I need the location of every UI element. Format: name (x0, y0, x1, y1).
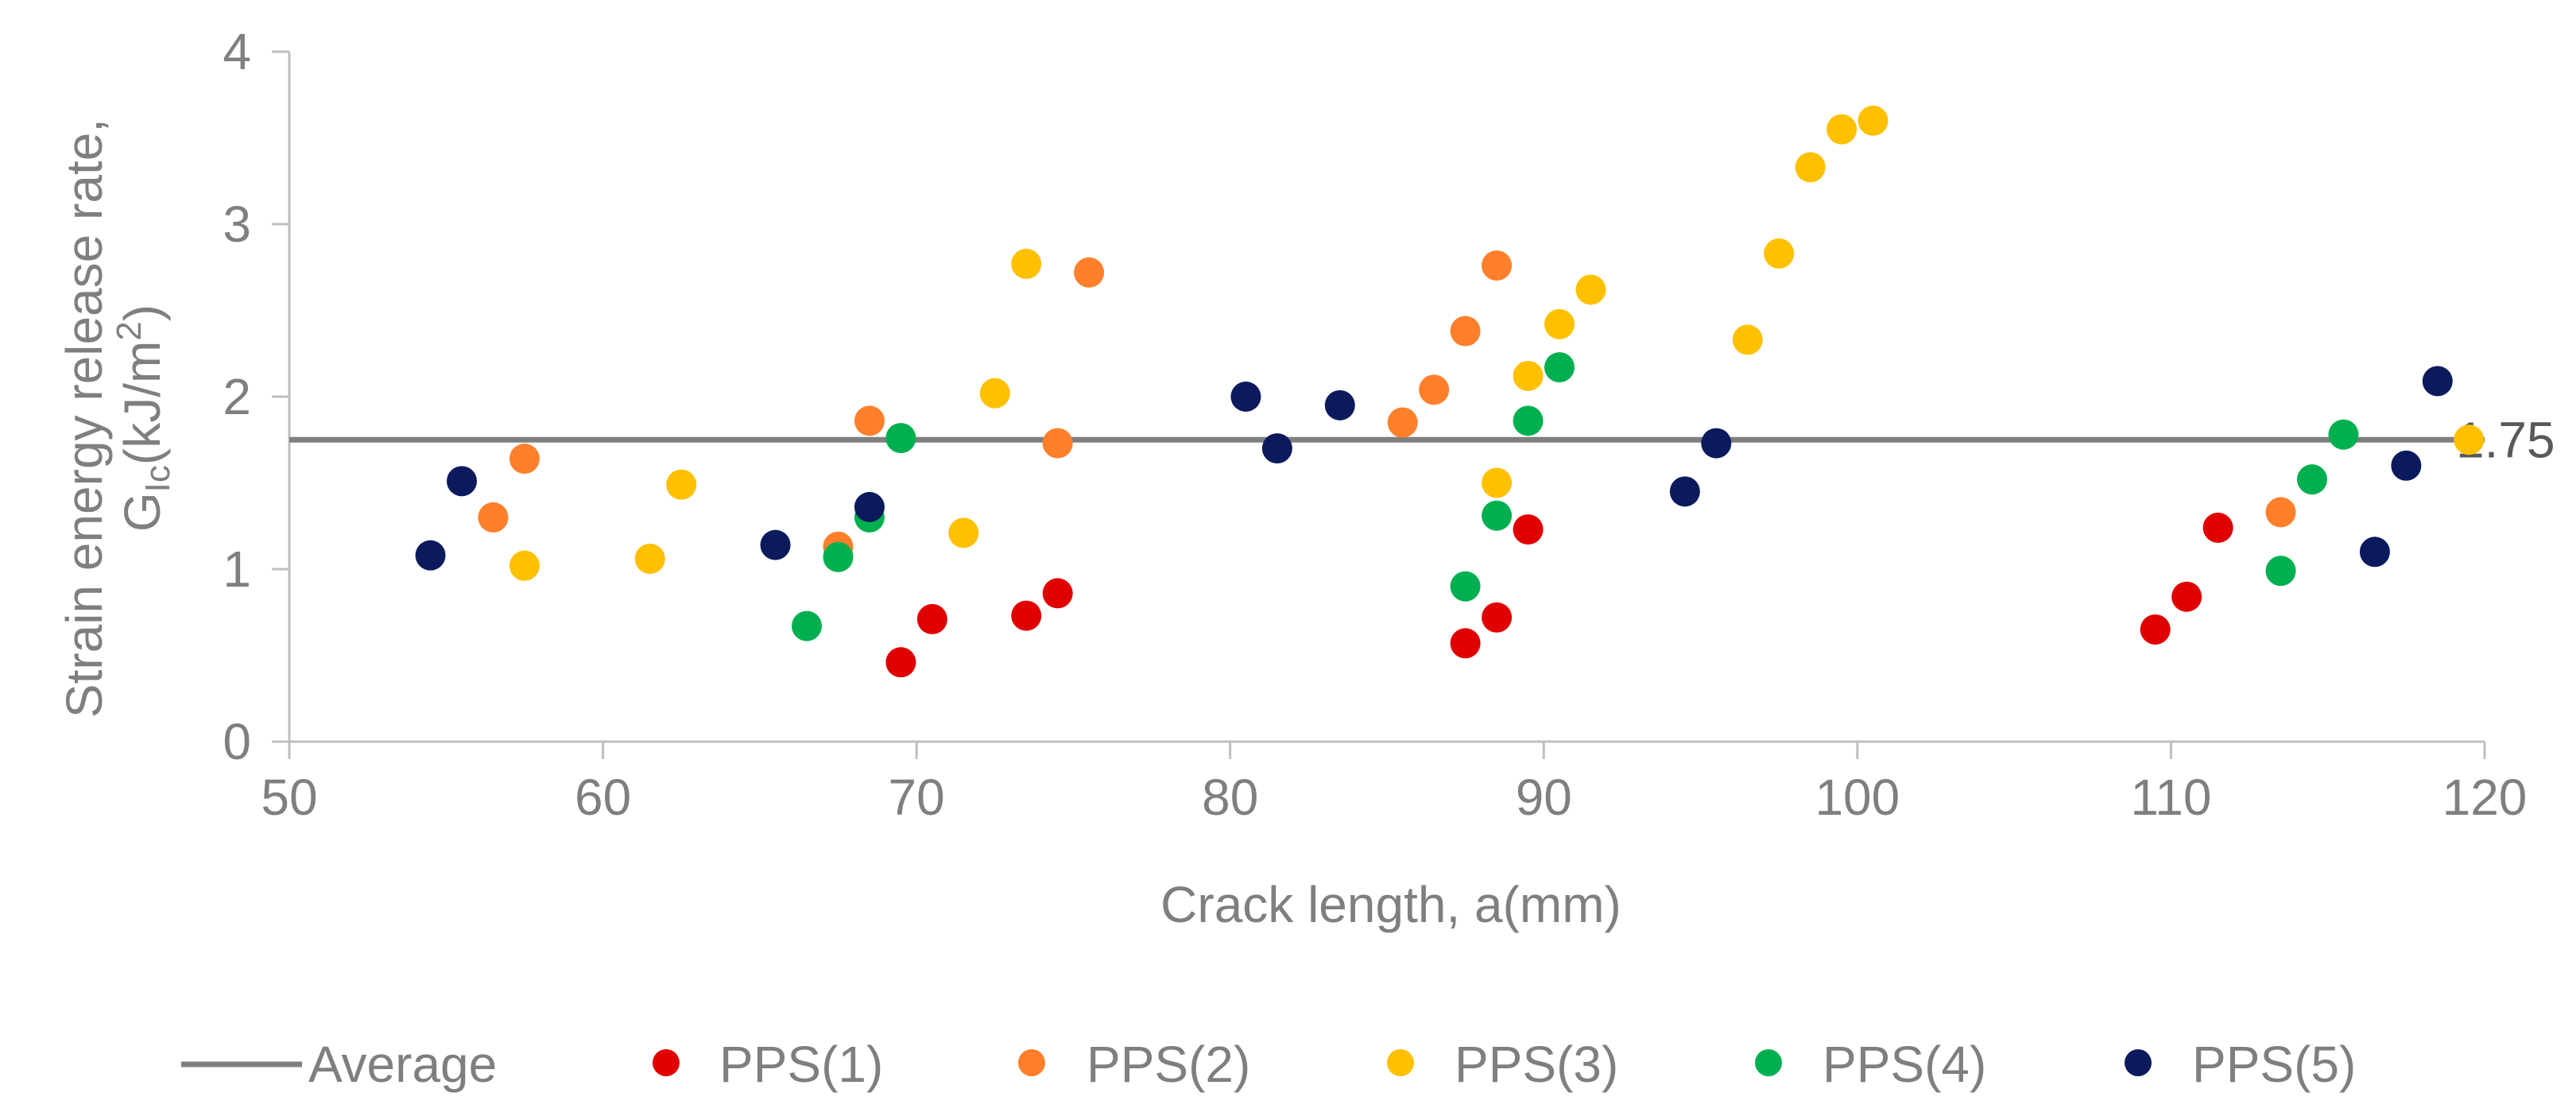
pps3-point (1575, 274, 1606, 305)
pps3-point (509, 550, 540, 581)
pps5-point (415, 540, 446, 571)
legend-pps1-marker (653, 1049, 680, 1076)
legend-pps2-marker (1018, 1049, 1045, 1076)
y-axis-title-units: GIc(kJ/m2) (110, 304, 177, 532)
x-tick-label: 60 (575, 769, 631, 826)
pps3-point (1795, 152, 1826, 183)
pps3-point (1011, 248, 1042, 279)
pps1-point (2140, 614, 2171, 645)
x-tick-label: 110 (2130, 769, 2211, 826)
pps5-point (1701, 428, 1732, 459)
pps2-point (1074, 257, 1105, 288)
pps1-point (2171, 581, 2202, 612)
pps4-point (823, 541, 854, 572)
pps1-point (885, 647, 916, 678)
pps2-point (1482, 250, 1513, 281)
pps4-point (2265, 556, 2296, 587)
pps2-point (478, 502, 509, 533)
pps4-point (2296, 464, 2327, 495)
pps2-point (1387, 407, 1418, 438)
legend-pps4-marker (1755, 1049, 1782, 1076)
pps1-point (2202, 512, 2233, 543)
pps3-point (1764, 238, 1795, 269)
pps5-point (1324, 389, 1355, 420)
pps3-point (948, 517, 979, 548)
legend-pps2-label: PPS(2) (1087, 1036, 1250, 1093)
average-line-group: 1.75 (289, 411, 2555, 468)
pps3-point (1513, 360, 1544, 391)
pps2-point (2265, 497, 2296, 528)
pps5-point (854, 491, 885, 522)
pps5-point (760, 529, 791, 560)
pps5-point (1669, 476, 1700, 507)
pps5-point (2391, 450, 2422, 481)
pps1-point (1482, 602, 1513, 633)
y-tick-label: 1 (223, 541, 251, 598)
pps4-point (885, 423, 916, 454)
x-tick-label: 90 (1516, 769, 1572, 826)
legend-pps4-label: PPS(4) (1823, 1036, 1986, 1093)
pps1-point (916, 603, 947, 634)
pps2-point (1042, 428, 1073, 459)
y-tick-label: 3 (223, 196, 251, 253)
pps5-point (1230, 382, 1261, 412)
pps4-point (792, 610, 823, 641)
x-axis-title: Crack length, a(mm) (1160, 876, 1621, 933)
pps5-point (2422, 366, 2453, 397)
pps1-point (1011, 600, 1042, 631)
x-tick-label: 50 (261, 769, 317, 826)
pps1-point (1513, 514, 1544, 545)
pps3-point (1732, 324, 1763, 355)
pps4-point (1544, 352, 1575, 383)
pps4-point (1482, 500, 1513, 531)
pps3-point (2454, 424, 2485, 455)
pps2-point (854, 405, 885, 436)
x-tick-label: 80 (1202, 769, 1258, 826)
pps4-point (1450, 571, 1481, 602)
pps3-point (634, 543, 665, 574)
pps3-point (1482, 467, 1513, 498)
y-tick-label: 0 (223, 713, 251, 770)
pps3-point (1826, 114, 1857, 145)
data-points (415, 105, 2485, 678)
pps1-point (1042, 578, 1073, 609)
pps5-point (2359, 537, 2390, 568)
pps3-point (979, 378, 1010, 409)
x-tick-label: 120 (2442, 769, 2528, 826)
axes (272, 50, 2486, 759)
x-tick-labels: 50 60 70 80 90 100 110 120 (261, 769, 2527, 826)
y-axis-title: Strain energy release rate, (56, 118, 113, 718)
pps5-point (447, 466, 478, 497)
x-tick-label: 70 (889, 769, 945, 826)
legend-pps3-marker (1387, 1049, 1414, 1076)
pps3-point (1544, 308, 1575, 339)
pps4-point (1513, 405, 1544, 436)
y-tick-labels: 0 1 2 3 4 (223, 23, 251, 770)
legend-pps3-label: PPS(3) (1455, 1036, 1618, 1093)
y-tick-label: 4 (223, 23, 251, 80)
pps3-point (666, 469, 697, 500)
legend: Average PPS(1) PPS(2) PPS(3) PPS(4) PPS(… (181, 1036, 2356, 1093)
pps2-point (509, 444, 540, 475)
x-tick-label: 100 (1815, 769, 1900, 826)
y-tick-label: 2 (223, 368, 251, 425)
legend-pps1-label: PPS(1) (719, 1036, 883, 1093)
pps5-point (1261, 433, 1292, 464)
pps2-point (1450, 316, 1481, 347)
pps2-point (1419, 374, 1450, 405)
pps1-point (1450, 628, 1481, 659)
pps4-point (2328, 419, 2359, 450)
pps3-point (1857, 105, 1888, 136)
legend-pps5-marker (2125, 1049, 2152, 1076)
legend-average-label: Average (308, 1036, 497, 1093)
legend-pps5-label: PPS(5) (2192, 1036, 2356, 1093)
